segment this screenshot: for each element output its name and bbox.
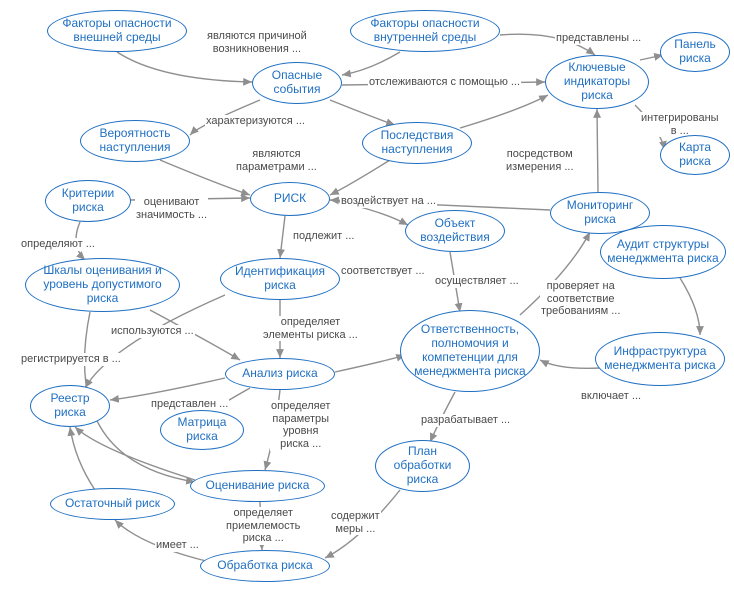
- edge-label: имеет ...: [155, 539, 200, 552]
- edge-label: являются параметрами ...: [235, 148, 318, 173]
- edge: [460, 95, 548, 128]
- node-audit: Аудит структуры менеджмента риска: [600, 225, 726, 279]
- edge-label: определяет элементы риска ...: [262, 316, 359, 341]
- edge-label: оценивают значимость ...: [135, 196, 208, 221]
- node-probability: Вероятность наступления: [80, 120, 190, 162]
- node-scales: Шкалы оценивания и уровень допустимого р…: [25, 258, 180, 312]
- node-events: Опасные события: [252, 62, 342, 104]
- edge: [342, 52, 400, 75]
- node-ext_factors: Факторы опасности внешней среды: [47, 10, 187, 52]
- node-panel: Панель риска: [660, 32, 730, 72]
- node-registry: Реестр риска: [30, 385, 110, 427]
- edge: [330, 160, 390, 195]
- edge-label: содержит меры ...: [330, 510, 381, 535]
- edge: [280, 216, 285, 258]
- node-int_factors: Факторы опасности внутренней среды: [350, 10, 500, 52]
- edge-label: воздействует на ...: [340, 195, 437, 208]
- node-risk: РИСК: [250, 182, 330, 216]
- edge-label: посредством измерения ...: [505, 148, 575, 173]
- edge-label: представлены ...: [555, 32, 642, 45]
- node-kri: Ключевые индикаторы риска: [545, 55, 649, 109]
- edge-label: определяет приемлемость риска ...: [225, 507, 301, 545]
- node-matrix: Матрица риска: [160, 410, 244, 450]
- node-object: Объект воздействия: [405, 210, 505, 252]
- edge-label: используются ...: [110, 325, 195, 338]
- node-processing: Обработка риска: [200, 550, 330, 582]
- node-plan: План обработки риска: [375, 440, 470, 492]
- edge-label: разрабатывает ...: [420, 414, 511, 427]
- edge: [335, 355, 405, 372]
- edge-label: определяют ...: [20, 238, 96, 251]
- edge-label: проверяет на соответствие требованиям ..…: [540, 280, 621, 318]
- edge: [640, 55, 663, 60]
- edge-label: осуществляет ...: [434, 275, 520, 288]
- edge-label: представлен ...: [150, 398, 229, 411]
- node-identification: Идентификация риска: [220, 258, 340, 300]
- edge: [597, 109, 598, 192]
- edge-label: включает ...: [580, 390, 642, 403]
- edge: [117, 52, 252, 82]
- edge-label: определяет параметры уровня риска ...: [270, 400, 331, 451]
- node-analysis: Анализ риска: [225, 358, 335, 390]
- edge-label: являются причиной возникновения ...: [206, 30, 308, 55]
- node-criteria: Критерии риска: [45, 180, 131, 222]
- edge: [540, 360, 600, 368]
- edge: [70, 427, 95, 490]
- edge-label: характеризуются ...: [205, 115, 306, 128]
- edge: [330, 100, 395, 125]
- edge-label: интегрированы в ...: [640, 112, 720, 137]
- node-responsibility: Ответственность, полномочия и компетенци…: [400, 310, 540, 392]
- node-consequences: Последствия наступления: [362, 122, 472, 164]
- edge-label: соответствует ...: [340, 265, 426, 278]
- node-infrastructure: Инфраструктура менеджмента риска: [595, 332, 725, 386]
- node-map: Карта риска: [660, 135, 730, 175]
- edge: [680, 278, 700, 335]
- edge: [110, 378, 225, 400]
- edge-label: подлежит ...: [292, 230, 355, 243]
- node-residual: Остаточный риск: [50, 488, 175, 520]
- edge-label: регистрируется в ...: [20, 353, 122, 366]
- node-evaluation: Оценивание риска: [190, 470, 325, 502]
- edge-label: отслеживаются с помощью ...: [368, 76, 521, 89]
